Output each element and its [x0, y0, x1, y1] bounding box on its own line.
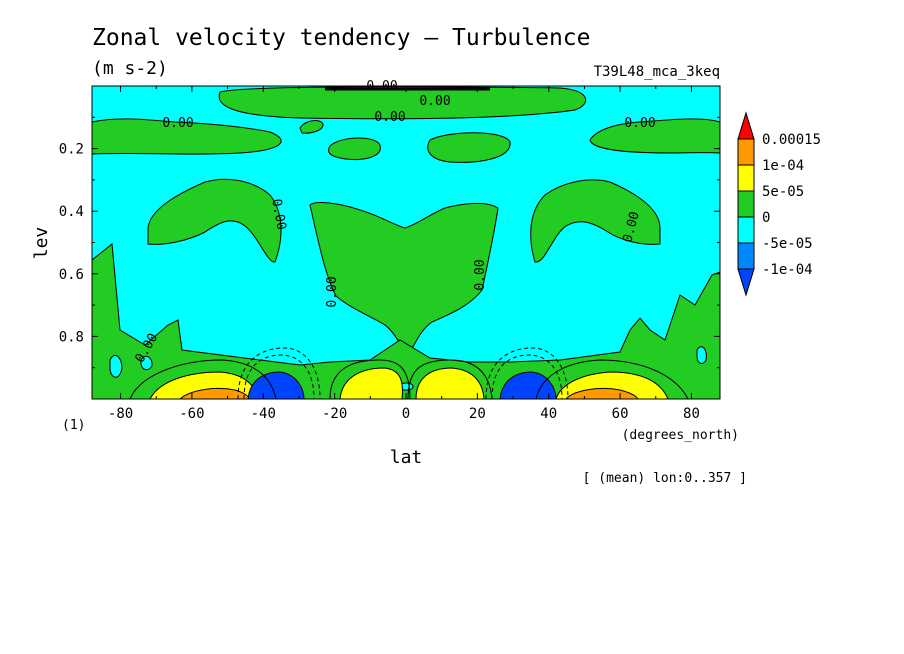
contour-line-negative-4 [485, 347, 569, 400]
contour-line-negative-2 [237, 347, 321, 400]
colorbar-label: 5e-05 [762, 184, 804, 200]
y-tick-label: 0.6 [59, 267, 84, 283]
experiment-label: T39L48_mca_3keq [594, 64, 720, 80]
colorbar-swatch [737, 138, 755, 166]
contour-label-3: 0.00 [374, 110, 405, 125]
y-tick-label: 0.4 [59, 204, 84, 220]
colorbar-label: 1e-04 [762, 158, 804, 174]
x-tick-label: -60 [179, 406, 204, 422]
x-tick-label: 60 [612, 406, 629, 422]
contour-region-positive-8 [530, 179, 661, 263]
contour-label-8: 0.00 [325, 276, 340, 307]
contour-line-positive-2 [535, 359, 689, 400]
x-tick-label: 0 [402, 406, 410, 422]
contour-region-positive-2 [91, 118, 282, 155]
contour-region-positive-4 [327, 137, 381, 160]
contour-region-positive-3 [589, 118, 721, 154]
colorbar-swatch [737, 216, 755, 244]
colorbar-arrow-top [737, 111, 755, 140]
contour-line-positive-1 [129, 359, 277, 400]
x-tick-label: 40 [540, 406, 557, 422]
contour-line-positive-3 [329, 359, 411, 400]
contour-line-negative-3 [491, 354, 563, 400]
contour-region-positive-7 [147, 178, 282, 263]
axis-ticks: -80 -60 -40 -20 0 20 40 60 80 0.2 0.4 0.6 0.8 [59, 86, 720, 422]
contour-line-negative-1 [243, 354, 315, 400]
x-tick-label: 80 [683, 406, 700, 422]
contour-region-positive-1 [218, 86, 587, 120]
x-axis-units: (degrees_north) [622, 428, 739, 443]
contour-labels: 0.000.000.000.00 0.000.00 0.000.000.000.00 [133, 79, 656, 366]
colorbar-label: -1e-04 [762, 262, 813, 278]
contour-label-5: 0.00 [624, 116, 655, 131]
contour-lines [129, 87, 689, 400]
core-positive-eq-left [339, 367, 403, 400]
contour-region-positive-6 [299, 120, 324, 134]
chart-units: (m s-2) [92, 58, 168, 79]
contour-label-2: 0.00 [419, 94, 450, 109]
y-tick-label: 0.8 [59, 329, 84, 345]
colorbar-swatch [737, 164, 755, 192]
x-tick-label: -40 [251, 406, 276, 422]
colorbar: 0.00015 1e-04 5e-05 0 -5e-05 -1e-04 [737, 111, 821, 297]
y-axis-units: (1) [62, 418, 85, 433]
core-negative-sh [247, 371, 305, 400]
contour-region-positive-5 [427, 132, 511, 163]
contour-fills [91, 86, 721, 400]
y-tick-label: 0.2 [59, 142, 84, 158]
x-tick-label: 20 [469, 406, 486, 422]
core-negative-nh [499, 371, 557, 400]
contour-label-4: 0.00 [162, 116, 193, 131]
colorbar-swatch [737, 190, 755, 218]
y-axis-title: lev [31, 227, 52, 260]
contour-hole-1 [109, 355, 123, 378]
x-tick-label: -20 [322, 406, 347, 422]
x-tick-label: -80 [108, 406, 133, 422]
colorbar-swatch [737, 242, 755, 270]
contour-hole-3 [140, 355, 153, 371]
colorbar-arrow-bottom [737, 268, 755, 297]
core-positive-eq-right [415, 367, 485, 400]
contour-region-positive-9 [309, 202, 499, 356]
contour-line-positive-4 [407, 359, 493, 400]
colorbar-label: -5e-05 [762, 236, 813, 252]
colorbar-label: 0.00015 [762, 132, 821, 148]
footnote: [ (mean) lon:0..357 ] [583, 471, 747, 486]
contour-label-6: 0.00 [268, 198, 288, 231]
x-axis-title: lat [390, 447, 423, 468]
contour-hole-2 [696, 346, 707, 364]
plot-area: 0.000.000.000.00 0.000.00 0.000.000.000.00… [59, 79, 721, 422]
contour-label-9: 0.00 [473, 259, 488, 290]
colorbar-label: 0 [762, 210, 770, 226]
chart-title: Zonal velocity tendency — Turbulence [92, 25, 591, 51]
